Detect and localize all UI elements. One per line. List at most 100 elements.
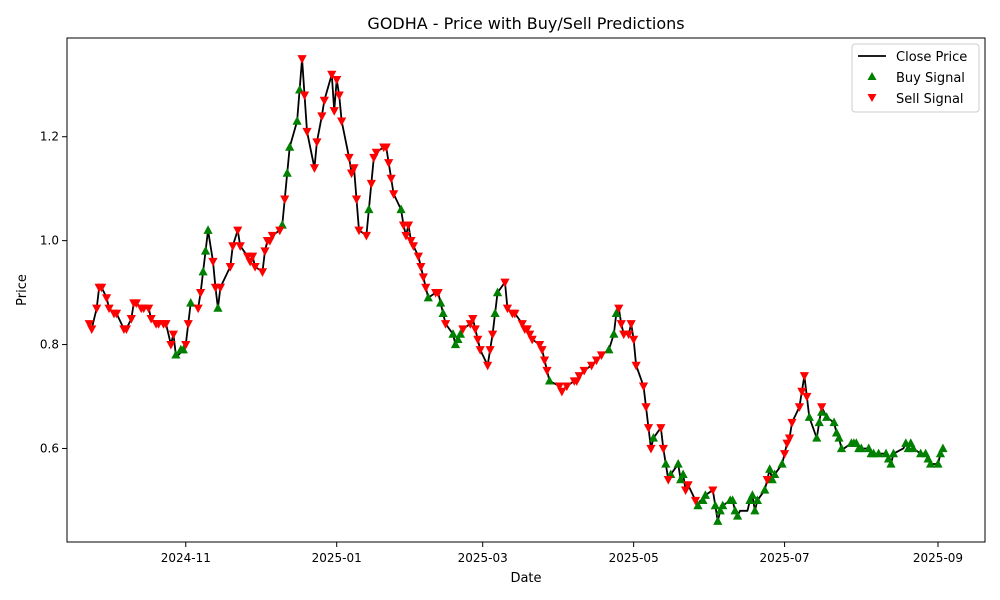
sell-signal-marker xyxy=(579,366,589,376)
sell-signal-marker xyxy=(537,346,547,355)
sell-signal-marker xyxy=(161,320,171,329)
sell-signal-marker xyxy=(354,226,364,236)
x-tick-label: 2025-05 xyxy=(609,551,659,565)
buy-signal-marker xyxy=(715,505,725,515)
sell-signal-marker xyxy=(101,294,112,303)
buy-signal-marker xyxy=(544,375,555,385)
sell-signal-marker xyxy=(131,299,141,308)
buy-signal-marker xyxy=(935,448,946,458)
sell-signal-marker xyxy=(762,476,772,485)
sell-signal-marker xyxy=(351,195,362,205)
buy-signal-marker xyxy=(438,308,448,317)
sell-signal-marker xyxy=(381,143,391,153)
sell-signal-marker xyxy=(334,91,344,101)
legend-box xyxy=(851,43,980,113)
legend-sell-signal-swatch xyxy=(867,94,877,102)
x-tick-label: 2024-11 xyxy=(161,551,211,565)
sell-signal-marker xyxy=(215,283,226,293)
buy-signal-marker xyxy=(648,433,659,442)
buy-signal-marker xyxy=(747,490,758,499)
sell-signal-marker xyxy=(784,434,795,444)
sell-signal-marker xyxy=(708,486,718,496)
sell-signal-marker xyxy=(624,330,634,340)
sell-signal-marker xyxy=(193,304,203,314)
sell-signal-marker xyxy=(542,366,552,376)
sell-signal-marker xyxy=(458,325,468,334)
sell-signal-marker xyxy=(629,335,639,345)
buy-signal-marker xyxy=(292,116,302,125)
sell-signal-marker xyxy=(473,335,483,345)
sell-signal-marker xyxy=(84,320,94,329)
buy-signal-marker xyxy=(925,459,936,468)
buy-signal-marker xyxy=(436,297,446,307)
sell-signal-marker xyxy=(247,252,258,262)
buy-signal-marker xyxy=(908,443,918,453)
legend: Close Price Buy Signal Sell Signal xyxy=(851,43,980,113)
sell-signal-marker xyxy=(361,231,372,241)
y-tick-label: 0.8 xyxy=(40,338,59,352)
buy-signal-marker xyxy=(814,417,824,427)
x-tick-label: 2025-07 xyxy=(760,551,810,565)
sell-signal-marker xyxy=(799,372,809,381)
sell-signal-marker xyxy=(317,112,327,121)
buy-signal-marker xyxy=(609,329,619,338)
sell-signal-marker xyxy=(413,252,423,262)
buy-signal-marker xyxy=(673,459,683,468)
buy-signal-marker xyxy=(203,225,213,234)
buy-signal-marker xyxy=(834,433,844,442)
sell-signal-marker xyxy=(779,450,790,459)
buy-signal-marker xyxy=(856,443,866,453)
buy-signal-marker xyxy=(611,308,621,317)
sell-signal-marker xyxy=(344,153,354,163)
buy-signal-marker xyxy=(294,84,305,94)
sell-signal-marker xyxy=(104,304,114,314)
buy-signal-marker xyxy=(770,469,780,479)
buy-signal-marker xyxy=(888,448,899,458)
buy-signal-marker xyxy=(396,204,406,214)
y-tick-label: 1.2 xyxy=(40,130,59,144)
buy-signal-marker xyxy=(745,495,755,505)
x-axis-label: Date xyxy=(510,571,541,586)
sell-signal-marker xyxy=(500,278,510,288)
sell-signal-marker xyxy=(485,346,495,355)
buy-signal-layer xyxy=(171,84,948,525)
sell-signal-marker xyxy=(225,263,235,272)
sell-signal-marker xyxy=(183,320,193,329)
chart-title: GODHA - Price with Buy/Sell Predictions xyxy=(367,14,684,33)
sell-signal-marker xyxy=(371,148,381,158)
sell-signal-marker xyxy=(646,444,656,454)
sell-signal-marker xyxy=(416,263,426,272)
sell-signal-marker xyxy=(111,309,122,319)
sell-signal-marker xyxy=(168,330,178,340)
buy-signal-marker xyxy=(713,516,723,525)
x-tick-label: 2025-09 xyxy=(913,551,963,565)
sell-signal-marker xyxy=(144,304,154,314)
x-tick-label: 2025-03 xyxy=(458,551,508,565)
sell-signal-marker xyxy=(643,424,654,433)
sell-signal-marker xyxy=(196,288,206,298)
buy-signal-marker xyxy=(886,459,896,468)
buy-signal-marker xyxy=(364,204,374,214)
buy-signal-marker xyxy=(767,474,777,484)
buy-signal-marker xyxy=(938,443,948,453)
sell-signal-marker xyxy=(275,226,285,236)
buy-signal-marker xyxy=(678,469,688,479)
sell-signal-marker xyxy=(658,444,668,454)
sell-signal-marker xyxy=(638,382,649,392)
buy-signal-marker xyxy=(285,142,295,151)
legend-sell-signal-label: Sell Signal xyxy=(896,92,964,107)
x-axis: 2024-11 2025-01 2025-03 2025-05 2025-07 2025-… xyxy=(161,542,963,565)
buy-signal-marker xyxy=(750,505,760,515)
y-axis: 0.6 0.8 1.0 1.2 xyxy=(40,130,67,455)
x-tick-label: 2025-01 xyxy=(312,551,362,565)
buy-signal-marker xyxy=(186,297,196,307)
sell-signal-marker xyxy=(468,314,478,324)
buy-signal-marker xyxy=(933,459,943,468)
sell-signal-marker xyxy=(97,283,107,293)
sell-signal-marker xyxy=(327,70,337,80)
buy-signal-marker xyxy=(282,168,292,177)
sell-signal-marker xyxy=(663,476,673,485)
sell-signal-marker xyxy=(683,481,693,490)
sell-signal-marker xyxy=(418,273,428,283)
